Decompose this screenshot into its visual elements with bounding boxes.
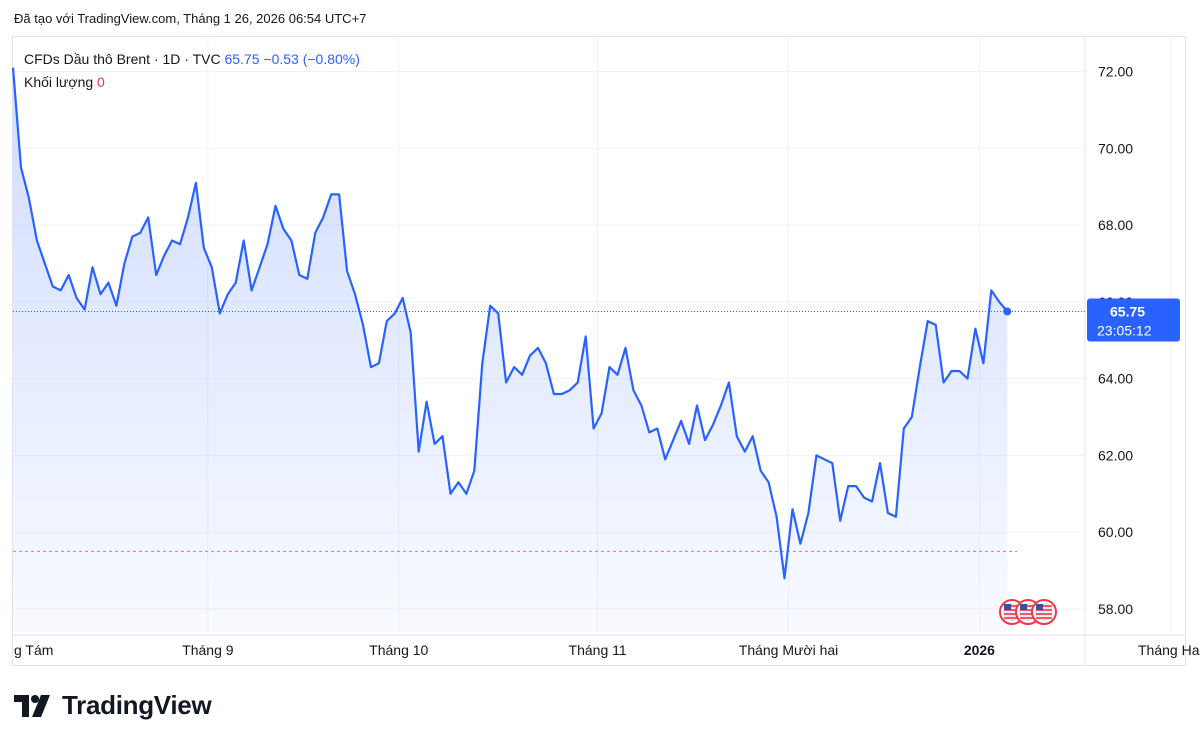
symbol-title[interactable]: CFDs Dầu thô Brent · 1D · TVC [24, 51, 221, 67]
chart-frame [12, 36, 1186, 666]
y-tick-label: 64.00 [1098, 371, 1133, 387]
y-tick-label: 60.00 [1098, 524, 1133, 540]
y-tick-label: 72.00 [1098, 64, 1133, 80]
price-badge-box [1087, 298, 1180, 342]
x-tick-label: Tháng 9 [182, 642, 234, 658]
last-price: 65.75 [224, 51, 260, 67]
badge-countdown-text: 23:05:12 [1097, 322, 1152, 338]
event-markers [999, 599, 1057, 625]
tradingview-logo[interactable]: TradingView [14, 690, 212, 721]
price-change: −0.53 (−0.80%) [263, 51, 360, 67]
price-area [13, 67, 1008, 632]
price-series [11, 67, 1085, 632]
chart-legend: CFDs Dầu thô Brent · 1D · TVC 65.75 −0.5… [24, 48, 360, 94]
price-line [11, 67, 1009, 580]
y-tick-label: 70.00 [1098, 140, 1133, 156]
created-with-caption: Đã tạo với TradingView.com, Tháng 1 26, … [14, 11, 367, 26]
tradingview-logo-icon [14, 694, 50, 717]
last-price-dot [1003, 307, 1012, 316]
x-tick-label: Tháng Mười hai [739, 642, 838, 658]
y-tick-label: 62.00 [1098, 447, 1133, 463]
x-tick-label: Tháng 11 [569, 642, 627, 658]
tradingview-wordmark: TradingView [62, 690, 212, 720]
x-tick-label: 2026 [964, 642, 995, 658]
volume-value: 0 [97, 74, 105, 90]
badge-price-text: 65.75 [1110, 303, 1145, 319]
x-tick-label: g Tám [14, 642, 53, 658]
us-flag-event-icon [1031, 599, 1057, 625]
x-tick-label: Tháng 10 [369, 642, 428, 658]
y-tick-label: 58.00 [1098, 601, 1133, 617]
price-badge: 65.75 23:05:12 [1087, 298, 1180, 342]
x-axis: g Tám Tháng 9 Tháng 10 Tháng 11 Tháng Mười h… [14, 642, 1200, 658]
y-tick-label: 68.00 [1098, 217, 1133, 233]
x-tick-label: Tháng Hai [1138, 642, 1200, 658]
volume-label[interactable]: Khối lượng [24, 74, 94, 90]
